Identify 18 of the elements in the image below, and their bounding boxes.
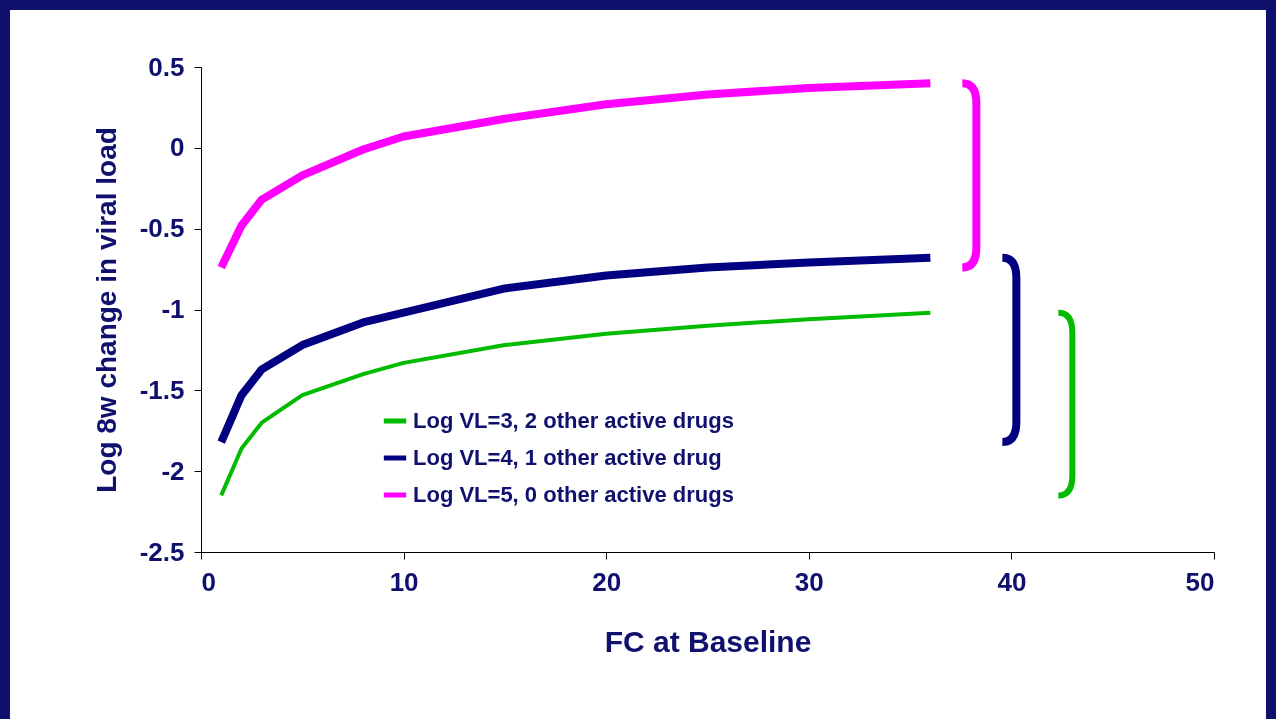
x-tick-label: 10: [389, 566, 419, 597]
x-tick-label: 20: [592, 566, 622, 597]
y-tick-label: 0: [170, 132, 185, 163]
y-tick-label: 0.5: [148, 51, 185, 82]
y-tick-label: -1.5: [139, 374, 185, 405]
y-tick-label: -2: [161, 455, 185, 486]
legend-label: Log VL=4, 1 other active drug: [413, 445, 722, 470]
y-tick-label: -1: [161, 294, 185, 324]
x-tick-label: 30: [794, 566, 824, 597]
y-axis-title: Log 8w change in viral load: [90, 127, 122, 493]
legend-label: Log VL=3, 2 other active drugs: [413, 408, 734, 433]
legend-label: Log VL=5, 0 other active drugs: [413, 482, 734, 507]
x-axis-title: FC at Baseline: [604, 624, 812, 658]
x-tick-label: 0: [201, 566, 216, 597]
y-tick-label: -0.5: [139, 213, 185, 244]
x-tick-label: 50: [1185, 566, 1215, 597]
x-tick-label: 40: [997, 566, 1027, 597]
y-tick-label: -2.5: [139, 536, 185, 567]
